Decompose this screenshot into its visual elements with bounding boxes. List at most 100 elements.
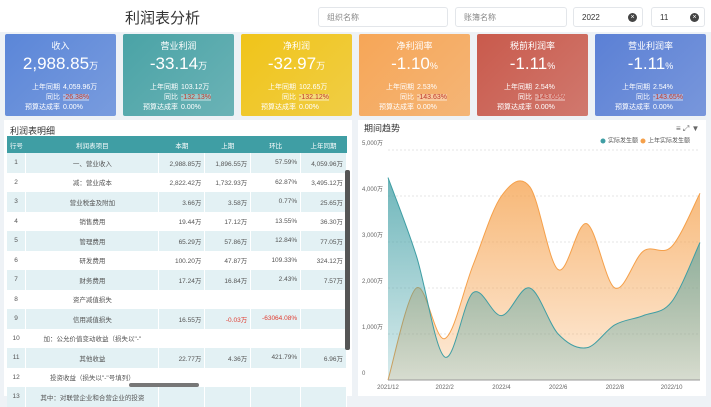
table-cell: 57.86万 [204, 231, 252, 251]
table-cell [158, 387, 206, 407]
kpi-unit: % [429, 61, 438, 71]
y-tick-label: 4,000万 [362, 186, 383, 193]
y-tick-label: 3,000万 [362, 232, 383, 239]
column-header: 利润表项目 [25, 136, 159, 153]
kpi-card: 净利润 -32.97万 上年同期 102.65万 同比 -132.12% 预算达成率 0.00… [241, 34, 352, 116]
clear-icon[interactable]: × [628, 13, 637, 22]
table-cell: 0.77% [250, 192, 302, 212]
table-cell: 57.59% [250, 153, 302, 173]
kpi-value: -1.11% [477, 54, 588, 74]
table-cell: 1 [7, 153, 27, 173]
table-cell: 3.66万 [158, 192, 206, 212]
table-cell: 营业税金及附加 [25, 192, 160, 212]
kpi-unit: % [665, 61, 674, 71]
table-cell: 17.24万 [158, 270, 206, 290]
book-filter[interactable]: 账簿名称 [455, 7, 567, 27]
kpi-figure: -143.65% [653, 94, 683, 101]
month: 11 [660, 13, 669, 22]
table-cell: 信用减值损失 [25, 309, 160, 329]
table-cell: -0.03万 [204, 309, 252, 329]
kpi-label: 预算达成率 [143, 104, 178, 111]
table-cell: 5 [7, 231, 27, 251]
kpi-row: 同比 -143.65% [494, 92, 574, 102]
table-cell: 财务费用 [25, 270, 160, 290]
scrollbar[interactable] [129, 383, 199, 387]
table-row: 3 营业税金及附加 3.66万 3.58万 0.77% 25.65万 [7, 192, 347, 212]
kpi-row: 上年同期 2.54% [494, 82, 574, 92]
toolbar[interactable]: ≡ ⤢ ▼ [676, 124, 699, 133]
kpi-unit: 万 [89, 61, 99, 71]
table-row: 9 信用减值损失 16.55万 -0.03万 -63064.08% [7, 309, 347, 329]
y-tick-label: 1,000万 [362, 324, 383, 331]
table-cell: 6 [7, 250, 27, 270]
kpi-figure: 103.12万 [181, 84, 210, 91]
year: 2022 [582, 13, 600, 22]
table-cell: 16.84万 [204, 270, 252, 290]
table-cell: -63064.08% [250, 309, 302, 329]
kpi-title: 净利润率 [396, 41, 433, 51]
table-row: 6 研发费用 100.20万 47.87万 109.33% 324.12万 [7, 250, 347, 270]
kpi-label: 上年同期 [150, 84, 178, 91]
table-cell [300, 289, 347, 309]
kpi-row: 同比 -132.12% [258, 92, 338, 102]
kpi-label: 预算达成率 [261, 104, 296, 111]
table-cell [204, 367, 252, 387]
kpi-row: 同比 -26.38% [22, 92, 102, 102]
table-cell: 22.77万 [158, 348, 206, 368]
table-row: 1 一、营业收入 2,988.85万 1,896.55万 57.59% 4,059.96万 [7, 153, 347, 173]
kpi-title: 收入 [51, 41, 70, 51]
month-filter[interactable]: 11 × [651, 7, 705, 27]
table-cell: 3.58万 [204, 192, 252, 212]
y-tick-label: 5,000万 [362, 140, 383, 147]
table-cell: 2 [7, 172, 27, 192]
y-tick-label: 0 [362, 371, 366, 377]
table-cell: 9 [7, 309, 27, 329]
kpi-unit: 万 [316, 61, 326, 71]
year-filter[interactable]: 2022 × [573, 7, 643, 27]
table-row: 8 资产减值损失 [7, 289, 347, 309]
kpi-figure: 0.00% [417, 104, 437, 111]
table-cell: 7.57万 [300, 270, 347, 290]
column-header: 本期 [158, 136, 205, 153]
table-cell: 62.87% [250, 172, 302, 192]
org-filter[interactable]: 组织名称 [318, 7, 448, 27]
kpi-card: 税前利润率 -1.11% 上年同期 2.54% 同比 -143.65% 预算达成率 0.00% [477, 34, 588, 116]
table-cell: 3,495.12万 [300, 172, 347, 192]
kpi-label: 预算达成率 [615, 104, 650, 111]
table-cell: 36.30万 [300, 211, 347, 231]
clear-icon[interactable]: × [690, 13, 699, 22]
table-cell: 减：营业成本 [25, 172, 160, 192]
kpi-label: 预算达成率 [25, 104, 60, 111]
header: 利润表分析 组织名称 账簿名称 2022 × 11 × [0, 0, 711, 32]
kpi-figure: 2.53% [417, 84, 437, 91]
table-cell: 2,988.85万 [158, 153, 206, 173]
x-tick-label: 2022/4 [492, 385, 511, 391]
kpi-label: 上年同期 [268, 84, 296, 91]
legend-marker [640, 138, 646, 144]
scrollbar[interactable] [345, 170, 350, 350]
kpi-figure: -143.65% [535, 94, 565, 101]
table-cell: 421.79% [250, 348, 302, 368]
table-cell [204, 328, 252, 348]
table-cell: 12.84% [250, 231, 302, 251]
x-tick-label: 2022/6 [549, 385, 568, 391]
kpi-label: 同比 [282, 94, 296, 101]
kpi-figure: -143.63% [417, 94, 447, 101]
table-row: 7 财务费用 17.24万 16.84万 2.43% 7.57万 [7, 270, 347, 290]
legend-label: 实际发生额 [608, 137, 638, 145]
table-cell: 管理费用 [25, 231, 160, 251]
column-header: 上期 [204, 136, 251, 153]
table-panel: 利润表明细 行号 利润表项目 本期 上期 环比 上年同期 1 一、营业收入 2,988.85万 1… [4, 120, 352, 407]
kpi-unit: % [547, 61, 556, 71]
table-cell [250, 289, 302, 309]
area [388, 177, 700, 380]
table-cell [158, 289, 206, 309]
chart-panel: 期间趋势 ≡ ⤢ ▼ 0 1,000万 2,000万 3,000万 4,000万 5,00… [358, 120, 706, 396]
chart: 期间趋势 ≡ ⤢ ▼ 0 1,000万 2,000万 3,000万 4,000万 5,00… [362, 122, 701, 391]
table-cell: 324.12万 [300, 250, 347, 270]
table-cell [300, 309, 347, 329]
kpi-number: -1.10 [391, 54, 430, 73]
kpi-row: 预算达成率 0.00% [22, 102, 102, 112]
table-cell [300, 387, 347, 407]
